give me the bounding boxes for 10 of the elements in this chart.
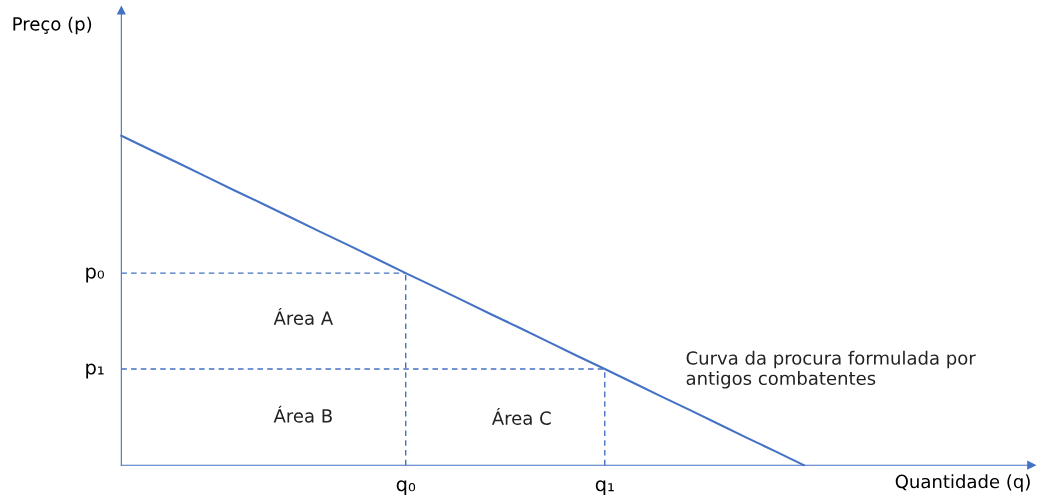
annotation: Área B — [273, 405, 332, 423]
x-tick-label: q₀ — [396, 480, 416, 496]
annotation: Área C — [491, 407, 551, 425]
series-label: p₀ — [86, 267, 104, 283]
text: Preço (p) — [13, 16, 92, 35]
annotation: Área A — [273, 307, 334, 325]
annotation: Curva da procura formulada por antigos combatentes — [686, 350, 976, 389]
x-axis-title: Quantidade (q) — [895, 474, 1030, 492]
series-label: p₁ — [86, 363, 104, 379]
x-tick-label: q₁ — [595, 480, 614, 496]
